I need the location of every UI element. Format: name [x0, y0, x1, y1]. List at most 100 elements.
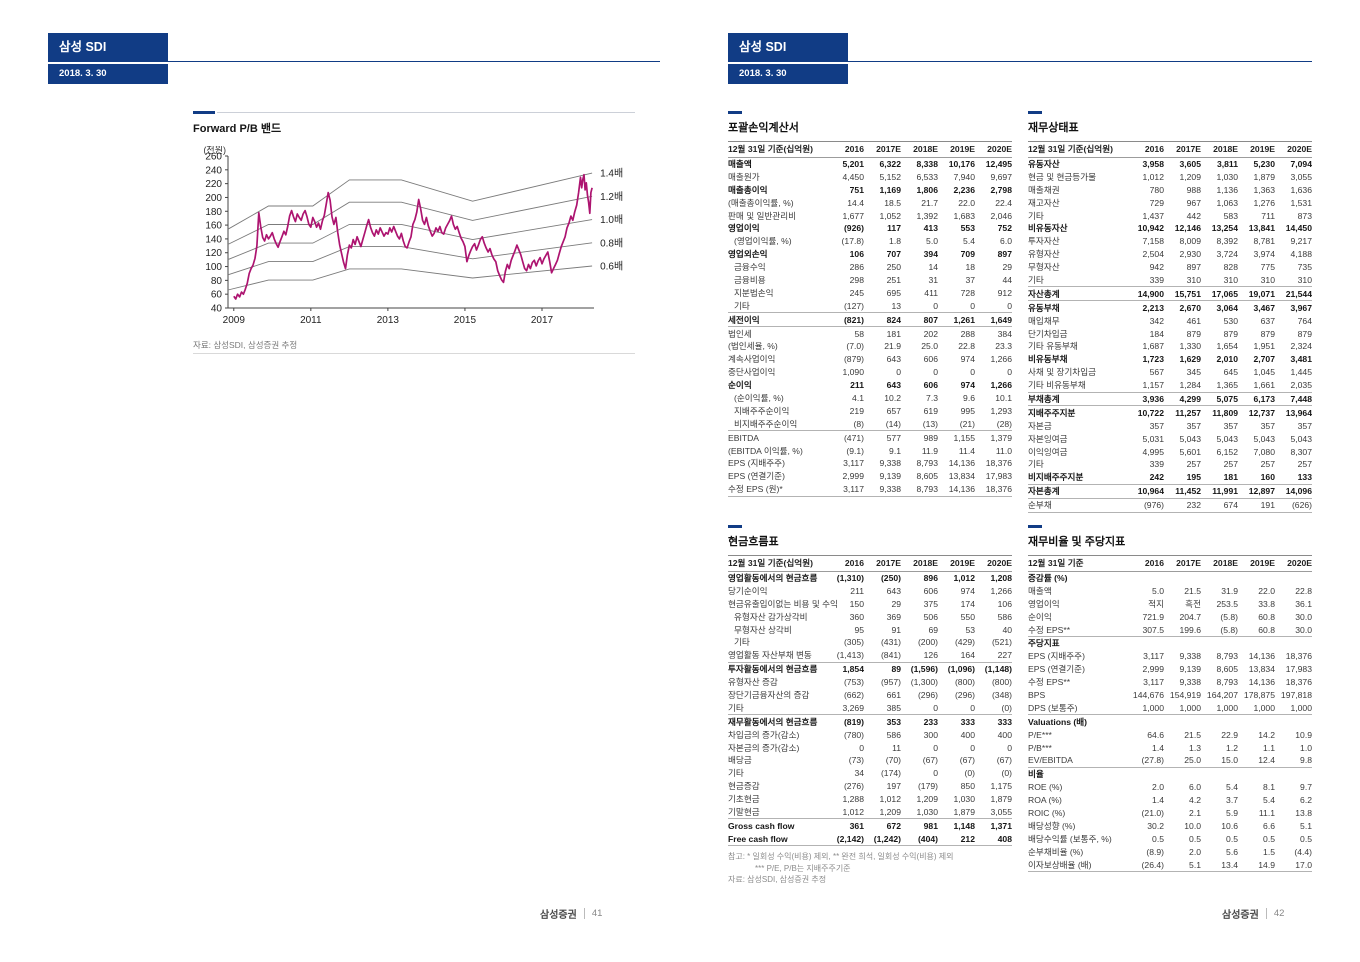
cell-value: 7,094 [1290, 158, 1312, 169]
cell-value: 1,012 [1142, 171, 1164, 182]
table-row: (매출총이익률, %) 14.4 18.5 21.7 22.0 22.4 [728, 196, 1012, 209]
table-header-row: 12월 31일 기준 2016 2017E 2018E 2019E 2020E [1028, 555, 1312, 572]
section-rule [217, 112, 635, 113]
cell-value: 91 [891, 624, 901, 635]
cell-value: 106 [849, 249, 864, 260]
table-row: 사채 및 장기차입금 567 345 645 1,045 1,445 [1028, 366, 1312, 379]
cell-value: (17.8) [841, 236, 864, 247]
table-row: 매출총이익 751 1,169 1,806 2,236 2,798 [728, 183, 1012, 196]
table-row: 장단기금융자산의 증감 (662) 661 (296) (296) (348) [728, 689, 1012, 702]
cell-value: 850 [960, 781, 975, 792]
cell-value: 288 [960, 328, 975, 339]
table-row: EBITDA (471) 577 989 1,155 1,379 [728, 430, 1012, 444]
cell-value: 645 [1223, 367, 1238, 378]
cell-value: 674 [1223, 500, 1238, 511]
cell-value: 709 [960, 249, 975, 260]
cell-value: (662) [843, 689, 864, 700]
cell-value: 1.3 [1189, 742, 1201, 753]
cell-value: (1,596) [910, 664, 938, 675]
cell-value: 4.1 [852, 392, 864, 403]
cell-value: 1,687 [1142, 341, 1164, 352]
cell-value: 8,392 [1216, 236, 1238, 247]
cell-value: 1,951 [1253, 341, 1275, 352]
row-label: 중단사업이익 [728, 367, 776, 378]
report-date: 2018. 3. 30 [739, 68, 787, 79]
cell-value: (1,148) [984, 664, 1012, 675]
cell-value: (348) [991, 689, 1012, 700]
table-row: 부채총계 3,936 4,299 5,075 6,173 7,448 [1028, 391, 1312, 407]
row-label: 기초현금 [728, 794, 760, 805]
cell-value: 126 [923, 650, 938, 661]
row-label: 영업활동에서의 현금흐름 [728, 572, 818, 583]
cell-value: 2,035 [1290, 380, 1312, 391]
header-rule-left [168, 61, 660, 62]
cell-value: 245 [849, 287, 864, 298]
cell-value: 879 [1260, 328, 1275, 339]
cell-value: 360 [849, 611, 864, 622]
cell-value: 15.0 [1221, 755, 1238, 766]
cell-value: 2,213 [1142, 302, 1164, 313]
cell-value: 12,495 [985, 158, 1012, 169]
table-row: Free cash flow (2,142) (1,242) (404) 212 408 [728, 832, 1012, 847]
cell-value: 1,284 [1179, 380, 1201, 391]
row-label: 금융비용 [734, 274, 766, 285]
cell-value: 3,117 [1143, 651, 1164, 662]
cell-value: 3,724 [1216, 249, 1238, 260]
cell-value: 310 [1223, 274, 1238, 285]
cell-value: (26.4) [1141, 859, 1164, 870]
cell-value: 250 [886, 262, 901, 273]
footer-brand: 삼성증권 [540, 910, 577, 921]
cell-value: 191 [1260, 500, 1275, 511]
footer-brand: 삼성증권 [1222, 910, 1259, 921]
cell-value: 1.8 [889, 236, 901, 247]
cell-value: (0) [964, 768, 975, 779]
row-label: P/E*** [1028, 729, 1052, 740]
cell-value: 1,000 [1290, 702, 1312, 713]
row-label: 비지배주주순이익 [734, 418, 798, 429]
cell-value: 0.5 [1189, 833, 1201, 844]
band-label: 1.2배 [600, 191, 623, 203]
cell-value: 7,448 [1290, 393, 1312, 404]
table-row: 유형자산 증감 (753) (957) (1,300) (800) (800) [728, 676, 1012, 689]
left-header-date-box: 2018. 3. 30 [48, 64, 168, 84]
cell-value: 36.1 [1295, 598, 1312, 609]
column-header: 2018E [913, 558, 938, 569]
table-row: 순이익 211 643 606 974 1,266 [728, 379, 1012, 392]
cell-value: 342 [1149, 315, 1164, 326]
cell-value: 897 [997, 249, 1012, 260]
table-row: 배당수익률 (보통주, %) 0.5 0.5 0.5 0.5 0.5 [1028, 832, 1312, 845]
cell-value: 411 [924, 287, 938, 298]
cell-value: 5,230 [1253, 158, 1275, 169]
table-row: 계속사업이익 (879) 643 606 974 1,266 [728, 353, 1012, 366]
cell-value: 333 [960, 716, 975, 727]
cell-value: 345 [1186, 367, 1201, 378]
row-label: 투자활동에서의 현금흐름 [728, 664, 818, 675]
cell-value: 339 [1149, 274, 1164, 285]
cell-value: 1,365 [1216, 380, 1238, 391]
cell-value: (179) [917, 781, 938, 792]
cell-value: 1,175 [990, 781, 1012, 792]
cell-value: (127) [843, 300, 864, 311]
cell-value: 310 [1297, 274, 1312, 285]
row-label: 매출채권 [1028, 184, 1060, 195]
pb-band-chart: (천원)260 240 220 200 180 160 140 120 100 80 60 40200… [203, 146, 623, 326]
cell-value: (73) [848, 755, 864, 766]
cell-value: 1,030 [916, 806, 938, 817]
column-header: 2020E [987, 144, 1012, 155]
cell-value: 13.8 [1295, 807, 1312, 818]
cell-value: 1,209 [916, 794, 938, 805]
row-label: 자본금의 증가(감소) [728, 742, 800, 753]
cell-value: (13) [922, 418, 938, 429]
cell-value: 721.9 [1142, 611, 1164, 622]
row-label: 이자보상배율 (배) [1028, 859, 1092, 870]
cell-value: 1,677 [842, 210, 864, 221]
cell-value: 5,031 [1142, 433, 1164, 444]
cell-value: 257 [1223, 459, 1238, 470]
cell-value: 30.0 [1295, 624, 1312, 635]
cell-value: 2,010 [1216, 354, 1238, 365]
pb-band-line [227, 265, 593, 291]
table-row: 비지배주주지분 242 195 181 160 133 [1028, 471, 1312, 484]
cell-value: 1.0 [1300, 742, 1312, 753]
row-label: EPS (지배주주) [1028, 651, 1085, 662]
cell-value: 643 [886, 585, 901, 596]
